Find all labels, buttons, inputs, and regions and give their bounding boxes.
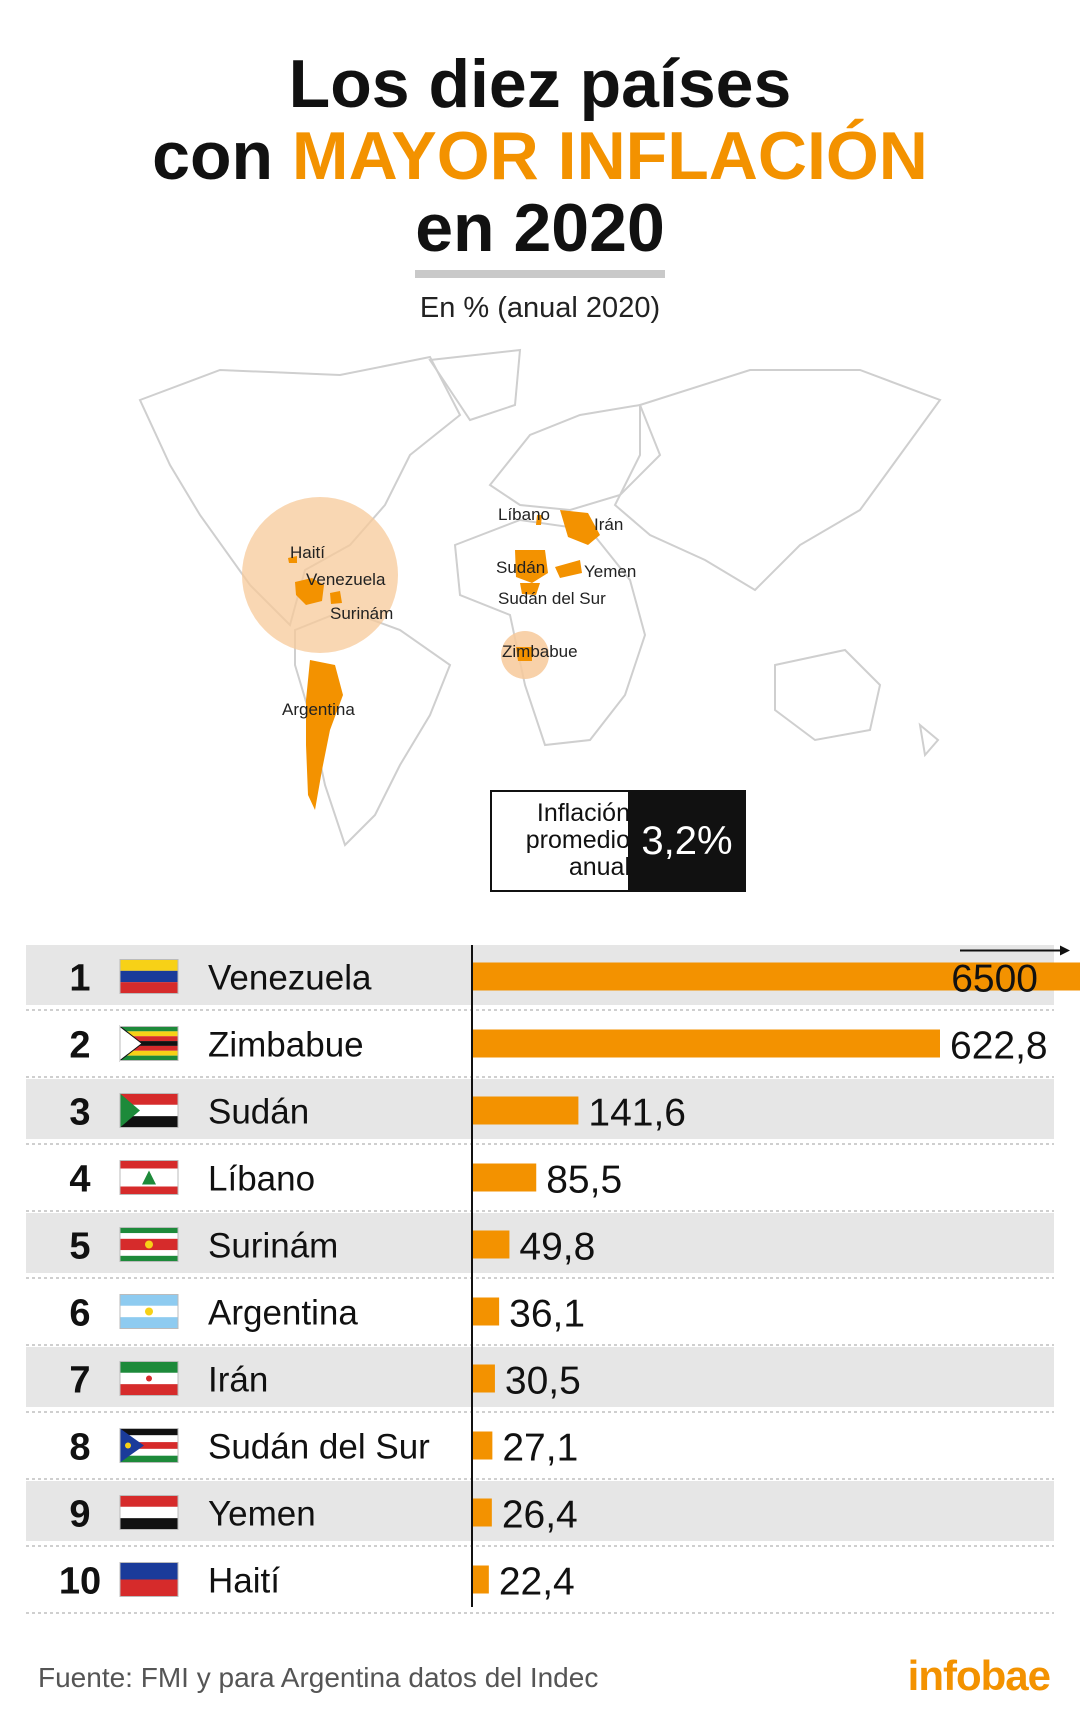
subtitle: En % (anual 2020) xyxy=(419,292,661,324)
lebanon-shape xyxy=(536,515,542,525)
map-labels: Líbano Irán Haití Venezuela Surinám Sudá… xyxy=(282,505,636,719)
rank-number: 3 xyxy=(69,1092,90,1134)
map-label-sudan: Sudán xyxy=(496,558,545,577)
country-name: Haití xyxy=(208,1562,280,1601)
title-highlight: MAYOR INFLACIÓN xyxy=(291,118,928,194)
haiti-shape xyxy=(288,556,297,563)
bar xyxy=(472,962,1080,991)
rank-number: 2 xyxy=(69,1025,90,1067)
flag-icon xyxy=(119,1428,179,1463)
map-label-sudan-del-sur: Sudán del Sur xyxy=(498,589,606,608)
flag-icon xyxy=(119,959,179,994)
country-name: Surinám xyxy=(208,1227,338,1266)
bar xyxy=(472,1096,579,1125)
country-name: Yemen xyxy=(208,1495,316,1534)
bar xyxy=(472,1230,510,1259)
bar-value-label: 27,1 xyxy=(502,1427,578,1470)
map-label-argentina: Argentina xyxy=(282,700,355,719)
country-name: Sudán xyxy=(208,1093,309,1132)
yemen-shape xyxy=(555,560,582,578)
asia-outline xyxy=(613,369,942,592)
rank-number: 9 xyxy=(69,1494,90,1536)
rank-number: 7 xyxy=(69,1360,90,1402)
bar-value-label: 141,6 xyxy=(588,1092,686,1135)
bar-value-label: 85,5 xyxy=(546,1159,622,1202)
source-note: Fuente: FMI y para Argentina datos del I… xyxy=(38,1662,599,1693)
rank-number: 6 xyxy=(69,1293,90,1335)
greenland-outline xyxy=(428,348,522,422)
rank-number: 8 xyxy=(69,1427,90,1469)
rank-number: 10 xyxy=(59,1561,101,1603)
map-label-zimbabue: Zimbabue xyxy=(502,642,578,661)
map-label-yemen: Yemen xyxy=(584,562,636,581)
country-name: Irán xyxy=(208,1361,268,1400)
title-line-1: Los diez países xyxy=(288,46,792,122)
flag-icon xyxy=(119,1562,179,1597)
table-row-background xyxy=(26,1347,1054,1407)
country-name: Argentina xyxy=(208,1294,358,1333)
flag-icon xyxy=(119,1227,179,1262)
flag-icon xyxy=(119,1025,179,1062)
africa-outline xyxy=(453,518,647,747)
bar xyxy=(472,1498,492,1527)
australia-outline xyxy=(774,648,882,742)
flag-icon xyxy=(119,1160,179,1195)
bar xyxy=(472,1029,940,1058)
bar-value-label: 6500 xyxy=(951,958,1038,1001)
table-row-background xyxy=(26,1213,1054,1273)
bar xyxy=(472,1565,489,1594)
rank-number: 4 xyxy=(69,1159,90,1201)
title-line-2-prefix: con xyxy=(152,118,292,194)
title-line-2: con MAYOR INFLACIÓN xyxy=(0,120,1080,192)
flag-icon xyxy=(119,1495,179,1530)
table-row-background xyxy=(26,1481,1054,1541)
venezuela-shape xyxy=(295,578,324,605)
zimbabwe-shape xyxy=(516,647,532,661)
map-label-libano: Líbano xyxy=(498,505,550,524)
title-underline xyxy=(415,270,665,278)
iran-shape xyxy=(560,510,600,545)
bar-value-label: 22,4 xyxy=(499,1561,575,1604)
south-sudan-shape xyxy=(520,583,540,595)
average-inflation-value: 3,2% xyxy=(628,792,746,890)
map-label-venezuela: Venezuela xyxy=(306,570,386,589)
bar xyxy=(472,1431,493,1460)
map-label-iran: Irán xyxy=(594,515,623,534)
bar-value-label: 36,1 xyxy=(509,1293,585,1336)
argentina-shape xyxy=(306,660,343,810)
rank-number: 5 xyxy=(69,1226,90,1268)
new-zealand-outline xyxy=(918,722,940,758)
bar xyxy=(472,1297,500,1326)
country-name: Sudán del Sur xyxy=(208,1428,430,1467)
bar xyxy=(472,1364,495,1393)
country-name: Zimbabue xyxy=(208,1026,364,1065)
rank-number: 1 xyxy=(69,958,90,1000)
infobae-logo: infobae xyxy=(907,1652,1051,1699)
europe-outline xyxy=(488,403,662,512)
country-highlights xyxy=(288,510,600,810)
average-inflation-box: Inflación promedio anual 3,2% xyxy=(490,790,746,892)
country-name: Líbano xyxy=(208,1160,315,1199)
flag-icon xyxy=(119,1294,179,1329)
title-line-3: en 2020 xyxy=(415,190,665,266)
world-map: Líbano Irán Haití Venezuela Surinám Sudá… xyxy=(138,348,942,847)
map-label-haiti: Haití xyxy=(290,543,325,562)
bar-value-label: 49,8 xyxy=(519,1226,595,1269)
map-label-surinam: Surinám xyxy=(330,604,393,623)
sudan-shape xyxy=(515,550,548,583)
average-inflation-label: Inflación promedio anual xyxy=(525,799,630,881)
bar xyxy=(472,1163,537,1192)
south-america-bubble xyxy=(242,497,398,653)
flag-icon xyxy=(119,1361,179,1396)
suriname-shape xyxy=(330,591,342,604)
axis-break-arrowhead xyxy=(1060,945,1070,956)
bar-value-label: 622,8 xyxy=(950,1025,1048,1068)
country-name: Venezuela xyxy=(208,959,372,998)
flag-icon xyxy=(119,1093,179,1128)
bar-value-label: 26,4 xyxy=(502,1494,578,1537)
bar-value-label: 30,5 xyxy=(505,1360,581,1403)
inflation-ranking-chart: 1 Venezuela 6500 2 Zimbabue 622,8 3 Sudán 141,6 4… xyxy=(26,945,1080,1614)
